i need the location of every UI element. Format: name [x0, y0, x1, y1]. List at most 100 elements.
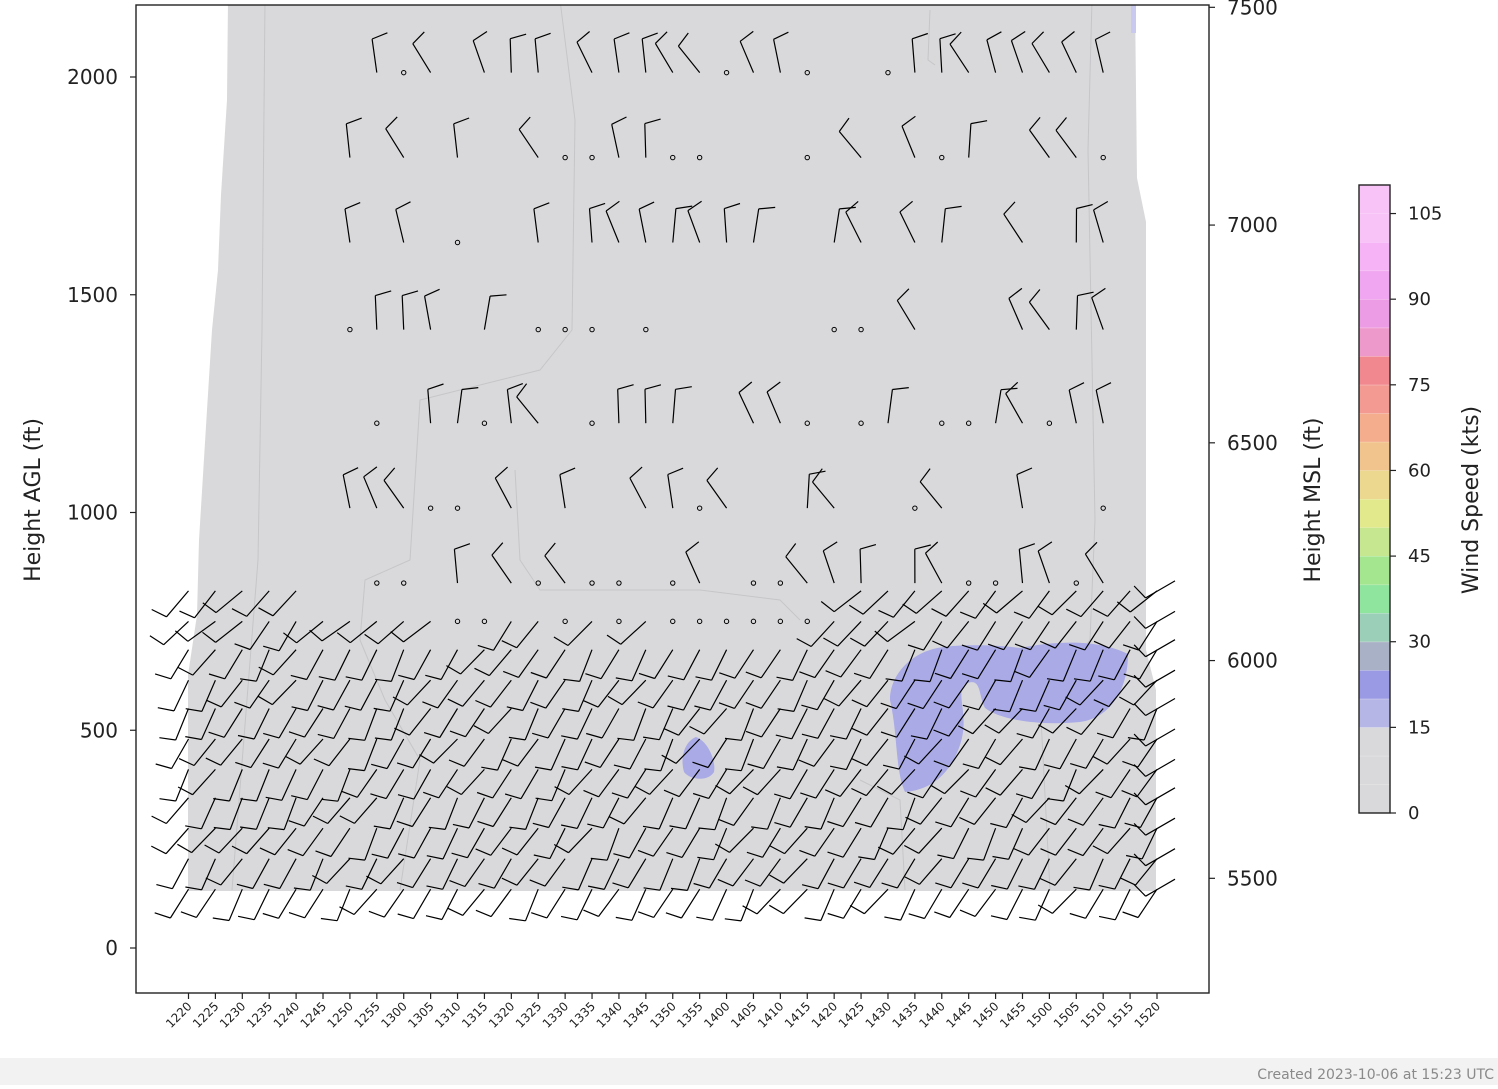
wind-barb — [425, 888, 459, 921]
wind-barb — [453, 117, 470, 158]
wind-barb — [584, 738, 620, 768]
wind-barb — [706, 467, 728, 509]
wind-barb — [475, 679, 512, 708]
wind-barb — [509, 797, 539, 830]
y-tick-label-msl: 7000 — [1227, 213, 1278, 237]
wind-barb — [206, 679, 243, 708]
wind-barb — [533, 827, 566, 860]
calm-marker — [858, 420, 864, 426]
wind-barb — [344, 679, 378, 711]
wind-barb — [447, 679, 485, 707]
x-tick-label: 1515 — [1105, 999, 1136, 1030]
x-tick-label: 1315 — [459, 999, 490, 1030]
calm-marker — [750, 618, 757, 625]
wind-barb — [502, 649, 539, 678]
wind-barb — [208, 708, 243, 738]
wind-barb — [576, 31, 593, 73]
wind-barb — [1122, 621, 1158, 651]
wind-barb — [293, 858, 324, 891]
wind-barb — [825, 649, 862, 678]
wind-barb — [934, 649, 970, 680]
wind-barb — [611, 769, 647, 799]
wind-barb — [911, 32, 928, 73]
wind-barb — [553, 620, 593, 647]
wind-barb — [262, 738, 297, 769]
y-tick-label-agl: 1000 — [67, 501, 118, 525]
wind-barb — [1133, 610, 1176, 629]
wind-barb — [258, 649, 297, 676]
wind-barb — [669, 797, 701, 830]
x-tick-label: 1520 — [1132, 999, 1163, 1030]
wind-barb — [371, 738, 405, 770]
wind-barb — [154, 649, 190, 680]
wind-barb — [174, 620, 216, 642]
colorbar-band — [1359, 613, 1390, 642]
wind-barb — [395, 201, 411, 243]
wind-barb — [317, 679, 351, 711]
wind-barb — [1008, 287, 1024, 330]
y-tick-label-agl: 1500 — [67, 283, 118, 307]
wind-barb — [1133, 669, 1176, 688]
wind-barb — [848, 590, 889, 615]
wind-barb — [615, 888, 647, 921]
wind-barb — [742, 888, 781, 915]
x-tick-label: 1405 — [728, 999, 759, 1030]
wind-barb — [907, 679, 943, 710]
wind-barb — [237, 888, 270, 921]
wind-barb — [829, 708, 862, 740]
wind-barb — [961, 649, 997, 680]
x-tick-label: 1300 — [378, 999, 409, 1030]
x-tick-label: 1240 — [271, 999, 302, 1030]
wind-barb — [1075, 291, 1094, 330]
wind-barb — [532, 708, 566, 739]
calm-marker — [696, 618, 703, 625]
wind-barb — [858, 827, 889, 861]
wind-barb — [383, 467, 405, 509]
wind-barb — [288, 888, 324, 919]
wind-barb — [1122, 888, 1158, 919]
wind-barb — [501, 621, 539, 649]
wind-barb — [312, 797, 351, 825]
footer-bar — [0, 1058, 1498, 1085]
wind-barb — [896, 288, 916, 330]
wind-barb — [1040, 797, 1077, 826]
x-tick-label: 1440 — [916, 999, 947, 1030]
wind-barb — [752, 206, 776, 243]
wind-barb — [913, 649, 943, 683]
wind-barb — [799, 649, 835, 679]
wind-barb — [345, 117, 362, 158]
colorbar-frame — [1358, 184, 1391, 814]
wind-barb — [156, 858, 190, 890]
wind-barb — [613, 738, 647, 770]
wind-barb — [902, 590, 943, 614]
wind-barb — [747, 738, 781, 770]
wind-barb — [718, 797, 754, 826]
wind-barb — [446, 649, 485, 675]
wind-barb — [776, 738, 808, 771]
wind-barb — [1019, 679, 1050, 712]
wind-barb — [933, 738, 970, 768]
wind-barb — [1119, 679, 1158, 706]
y-tick-label-msl: 6000 — [1227, 649, 1278, 673]
wind-barb — [1018, 858, 1050, 890]
wind-barb — [363, 466, 378, 509]
calm-marker — [589, 326, 595, 333]
wind-barb — [236, 858, 270, 890]
wind-barb — [1098, 797, 1131, 829]
wind-barb — [412, 31, 432, 73]
wind-barb — [1073, 649, 1104, 682]
wind-barb — [590, 827, 620, 861]
wind-barb — [231, 827, 270, 855]
wind-barb — [1040, 827, 1077, 856]
wind-barb — [1093, 679, 1131, 708]
calm-marker — [589, 420, 595, 426]
wind-barb — [941, 205, 962, 243]
calm-marker — [643, 326, 649, 333]
wind-barb — [586, 708, 620, 739]
colorbar-band — [1359, 470, 1390, 499]
wind-barb — [962, 858, 997, 889]
colorbar-band — [1359, 584, 1390, 614]
wind-barb — [907, 769, 943, 799]
wind-barb — [935, 858, 970, 889]
calm-marker — [374, 580, 380, 586]
